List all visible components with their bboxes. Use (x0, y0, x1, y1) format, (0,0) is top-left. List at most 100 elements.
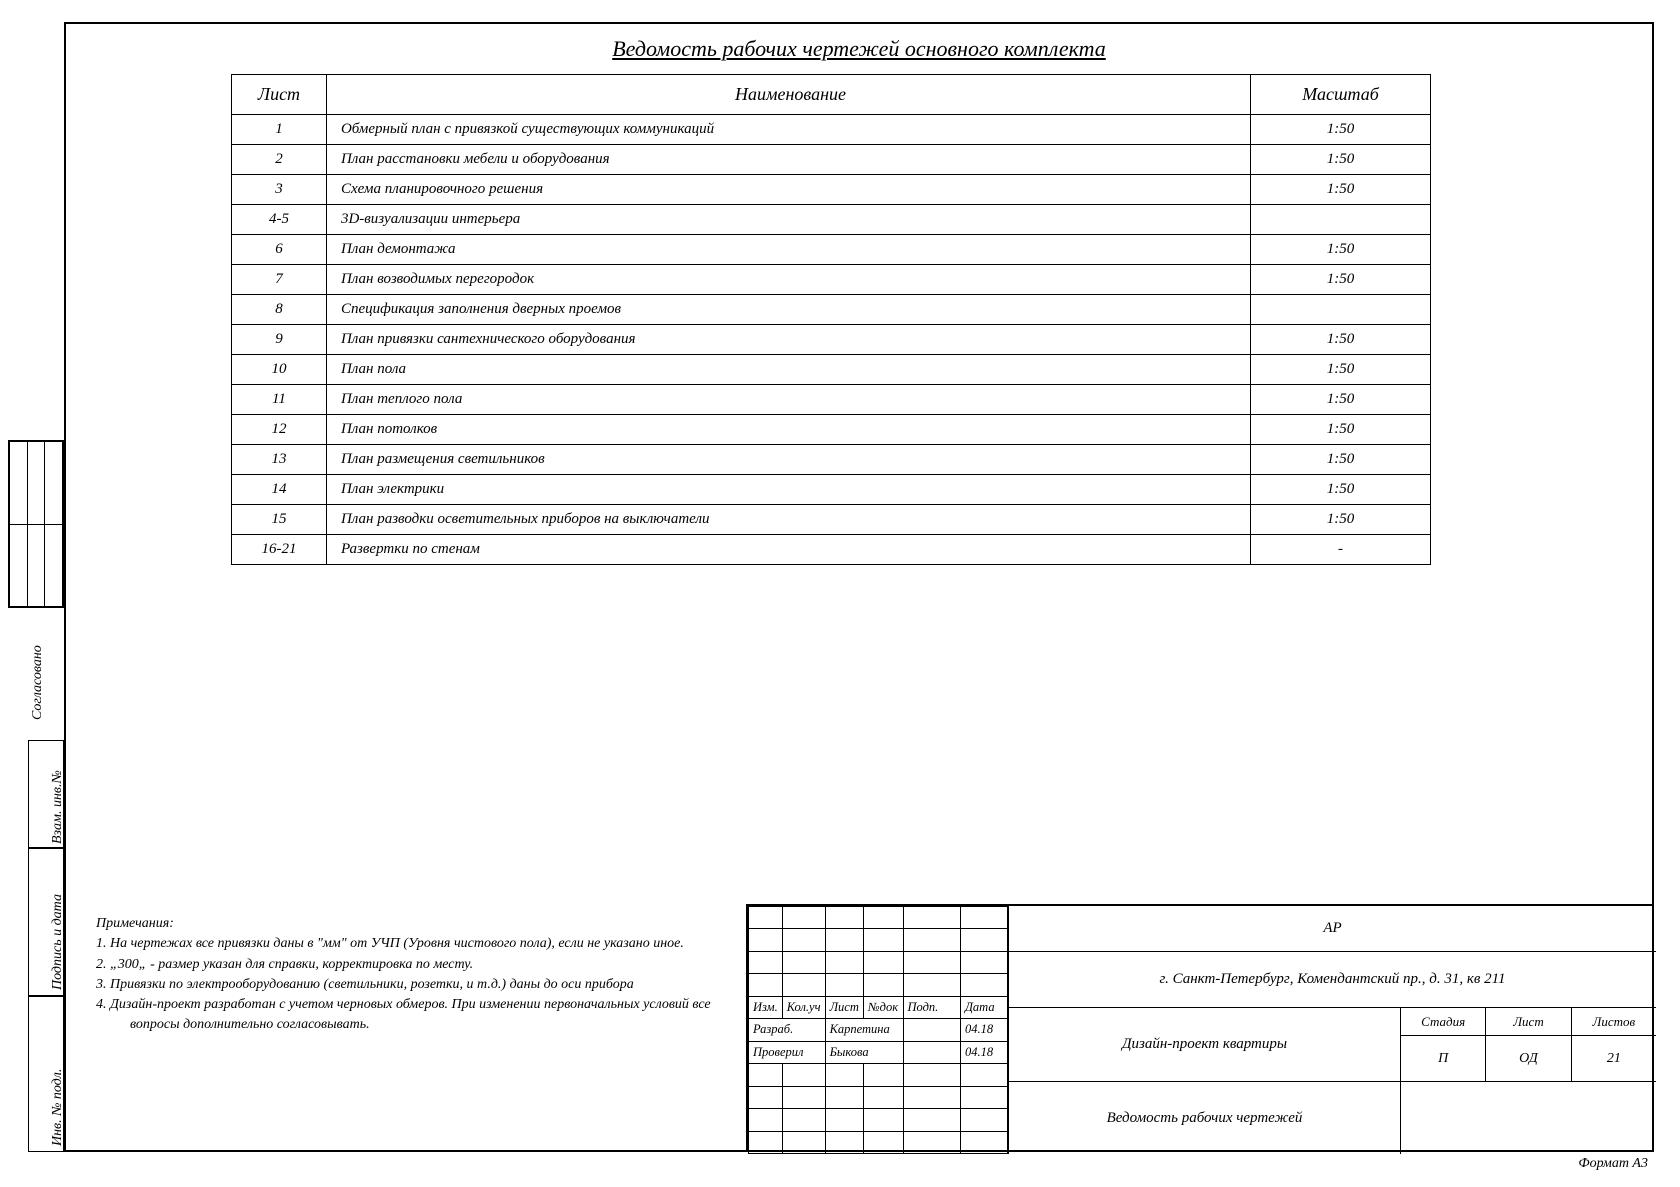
stamp-cell: Изм. (749, 996, 783, 1018)
stamp-cell (960, 1086, 1007, 1108)
stamp-cell (825, 929, 863, 951)
note-4: 4. Дизайн-проект разработан с учетом чер… (96, 995, 726, 1015)
cell-name: План демонтажа (326, 235, 1250, 265)
cell-sheet: 3 (232, 175, 327, 205)
stamp-cell (960, 907, 1007, 929)
stamp-cell (863, 1131, 903, 1153)
cell-name: План размещения светильников (326, 445, 1250, 475)
th-name: Наименование (326, 75, 1250, 115)
stamp-cell (863, 1109, 903, 1131)
title-block: Изм.Кол.учЛист№докПодп.ДатаРазраб.Карпет… (746, 904, 1654, 1152)
table-row: 1Обмерный план с привязкой существующих … (232, 115, 1431, 145)
stamp-cell (903, 907, 960, 929)
table-row: 14План электрики1:50 (232, 475, 1431, 505)
stamp-cell (749, 951, 783, 973)
table-row: 12План потолков1:50 (232, 415, 1431, 445)
stamp-cell (749, 1109, 783, 1131)
note-3: 3. Привязки по электрооборудованию (свет… (96, 975, 726, 995)
stamp-cell (863, 951, 903, 973)
stamp-cell (903, 974, 960, 996)
cell-sheet: 4-5 (232, 205, 327, 235)
stamp-cell (749, 907, 783, 929)
side-grid-top (8, 440, 64, 608)
stamp-subtitle: Ведомость рабочих чертежей (1009, 1082, 1400, 1154)
cell-scale: 1:50 (1251, 265, 1431, 295)
stamp-cell (749, 1064, 783, 1086)
notes-block: Примечания: 1. На чертежах все привязки … (96, 914, 726, 1036)
stamp-cell: Быкова (825, 1041, 903, 1063)
stamp-cell: Карпетина (825, 1019, 903, 1041)
stamp-cell: Дата (960, 996, 1007, 1018)
stamp-cell (782, 929, 825, 951)
stamp-cell (903, 951, 960, 973)
mini-h2: Лист (1486, 1008, 1571, 1035)
note-1: 1. На чертежах все привязки даны в "мм" … (96, 934, 726, 954)
table-row: 10План пола1:50 (232, 355, 1431, 385)
stamp-cell (863, 974, 903, 996)
cell-scale: 1:50 (1251, 325, 1431, 355)
table-row: 15План разводки осветительных приборов н… (232, 505, 1431, 535)
cell-name: План расстановки мебели и оборудования (326, 145, 1250, 175)
cell-name: План привязки сантехнического оборудован… (326, 325, 1250, 355)
stamp-left-grid: Изм.Кол.учЛист№докПодп.ДатаРазраб.Карпет… (748, 906, 1008, 1154)
mini-h1: Стадия (1401, 1008, 1486, 1035)
stamp-cell: №док (863, 996, 903, 1018)
cell-name: Развертки по стенам (326, 535, 1250, 565)
th-sheet: Лист (232, 75, 327, 115)
stamp-cell (825, 1131, 863, 1153)
cell-name: План теплого пола (326, 385, 1250, 415)
stamp-cell (749, 929, 783, 951)
cell-scale: 1:50 (1251, 115, 1431, 145)
cell-name: Обмерный план с привязкой существующих к… (326, 115, 1250, 145)
stamp-cell (825, 907, 863, 929)
stamp-cell (782, 1109, 825, 1131)
th-scale: Масштаб (1251, 75, 1431, 115)
cell-name: План пола (326, 355, 1250, 385)
stamp-code: АР (1009, 906, 1656, 952)
stamp-cell (903, 1131, 960, 1153)
cell-sheet: 6 (232, 235, 327, 265)
stamp-cell: Кол.уч (782, 996, 825, 1018)
cell-name: Схема планировочного решения (326, 175, 1250, 205)
stamp-cell (863, 907, 903, 929)
note-2: 2. „300„ - размер указан для справки, ко… (96, 955, 726, 975)
table-row: 11План теплого пола1:50 (232, 385, 1431, 415)
stamp-cell (903, 929, 960, 951)
side-label-approved: Согласовано (30, 645, 46, 720)
cell-name: План возводимых перегородок (326, 265, 1250, 295)
stamp-cell: Лист (825, 996, 863, 1018)
table-row: 3Схема планировочного решения1:50 (232, 175, 1431, 205)
stamp-address: г. Санкт-Петербург, Комендантский пр., д… (1009, 952, 1656, 1008)
drawing-frame: Ведомость рабочих чертежей основного ком… (64, 22, 1654, 1152)
cell-scale: - (1251, 535, 1431, 565)
stamp-right: АР г. Санкт-Петербург, Комендантский пр.… (1008, 906, 1656, 1154)
stamp-cell (863, 929, 903, 951)
cell-sheet: 10 (232, 355, 327, 385)
cell-sheet: 13 (232, 445, 327, 475)
stamp-cell (903, 1019, 960, 1041)
cell-scale: 1:50 (1251, 505, 1431, 535)
cell-scale: 1:50 (1251, 145, 1431, 175)
cell-scale: 1:50 (1251, 385, 1431, 415)
stamp-cell (825, 951, 863, 973)
stamp-cell (782, 1064, 825, 1086)
stamp-cell (960, 1109, 1007, 1131)
stamp-cell (903, 1109, 960, 1131)
cell-scale: 1:50 (1251, 445, 1431, 475)
stamp-cell (903, 1041, 960, 1063)
cell-scale (1251, 205, 1431, 235)
document-title: Ведомость рабочих чертежей основного ком… (66, 36, 1652, 62)
stamp-cell (960, 974, 1007, 996)
mini-v2: ОД (1486, 1036, 1571, 1081)
stamp-mini: Стадия Лист Листов П ОД 21 (1400, 1008, 1656, 1081)
stamp-cell (825, 1109, 863, 1131)
note-4b: вопросы дополнительно согласовывать. (96, 1015, 726, 1035)
stamp-cell: 04.18 (960, 1041, 1007, 1063)
cell-sheet: 15 (232, 505, 327, 535)
stamp-cell (749, 1086, 783, 1108)
stamp-cell (960, 1064, 1007, 1086)
mini-v1: П (1401, 1036, 1486, 1081)
cell-scale: 1:50 (1251, 355, 1431, 385)
stamp-cell: Подп. (903, 996, 960, 1018)
cell-name: План разводки осветительных приборов на … (326, 505, 1250, 535)
